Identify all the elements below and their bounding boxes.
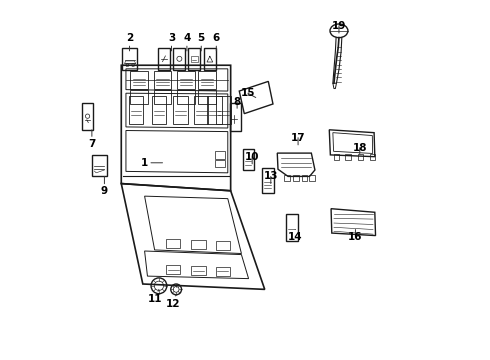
Bar [158,48,170,69]
Bar [198,90,216,104]
Bar [92,155,107,176]
Text: 15: 15 [241,88,256,98]
Text: 1: 1 [141,158,163,168]
Text: 5: 5 [197,33,205,51]
Text: 2: 2 [126,33,133,51]
Bar [130,90,148,104]
Bar [358,154,364,160]
Text: 11: 11 [147,289,162,304]
Bar [230,103,241,131]
Bar [129,96,143,125]
Bar [188,48,200,69]
Bar [216,240,230,249]
Bar [194,96,208,125]
Bar [216,96,231,125]
Bar [177,71,195,89]
Text: 13: 13 [264,171,278,184]
Bar [122,48,137,69]
Bar [153,71,172,89]
Bar [204,48,216,69]
Bar [82,103,93,130]
Text: 6: 6 [213,33,220,51]
Bar [334,154,339,160]
Text: 9: 9 [101,176,108,197]
Bar [130,71,148,89]
Bar [191,266,205,275]
Bar [177,90,195,104]
Bar [153,90,172,104]
Bar [216,267,230,276]
Text: 3: 3 [168,33,175,51]
Bar [166,239,180,248]
Text: 18: 18 [352,143,367,154]
Text: 19: 19 [332,21,346,33]
Bar [215,159,225,167]
Bar [173,96,188,125]
Text: 4: 4 [183,33,191,51]
Bar [215,151,225,159]
Bar [294,175,299,181]
Bar [370,154,375,160]
Text: 10: 10 [245,152,259,164]
Bar [285,175,290,181]
Bar [302,175,307,181]
Bar [191,240,205,249]
Text: 8: 8 [234,97,241,108]
Bar [173,48,185,69]
Text: 7: 7 [88,130,96,149]
Text: 12: 12 [166,294,180,309]
Bar [152,96,166,125]
Bar [309,175,315,181]
Bar [207,96,221,125]
Bar [166,265,180,274]
Bar [262,168,274,193]
Bar [345,154,351,160]
Text: 14: 14 [288,229,302,242]
Text: 16: 16 [348,229,363,242]
Bar [198,71,216,89]
Text: 17: 17 [291,133,305,145]
Bar [243,149,254,170]
Bar [286,214,298,241]
